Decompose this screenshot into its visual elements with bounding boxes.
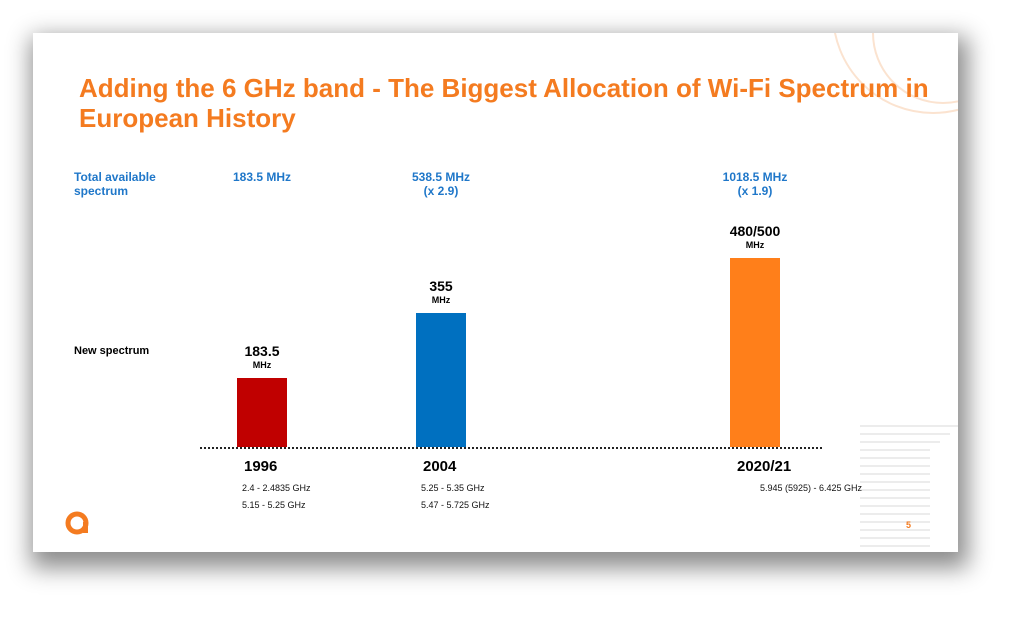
logo-icon	[65, 511, 89, 535]
total-spectrum-label: Total available spectrum	[74, 170, 156, 198]
value-unit: MHz	[745, 240, 765, 250]
value-unit: MHz	[431, 294, 451, 305]
stripe	[860, 497, 930, 499]
stripe	[860, 537, 930, 539]
stripe	[860, 489, 930, 491]
band-range: 5.945 (5925) - 6.425 GHz	[760, 483, 863, 493]
category-label: 1996	[244, 458, 278, 475]
page-number: 5	[906, 520, 912, 530]
stripe	[860, 449, 930, 451]
bar-value-label: 355 MHz	[381, 278, 501, 305]
total-multiplier: (x 2.9)	[423, 184, 459, 198]
value-number: 480/500	[729, 223, 781, 239]
new-spectrum-label: New spectrum	[74, 345, 150, 357]
value-number: 183.5	[244, 342, 280, 359]
band-range: 2.4 - 2.4835 GHz	[242, 483, 311, 493]
total-spectrum-value: 1018.5 MHz (x 1.9)	[675, 170, 835, 198]
stripe	[860, 545, 930, 547]
stripe	[860, 457, 930, 459]
baseline	[200, 447, 822, 449]
total-multiplier: (x 1.9)	[737, 184, 773, 198]
slide: Adding the 6 GHz band - The Biggest Allo…	[33, 33, 958, 552]
total-value: 538.5 MHz	[411, 170, 471, 184]
band-range: 5.47 - 5.725 GHz	[421, 500, 490, 510]
band-range: 5.25 - 5.35 GHz	[421, 483, 485, 493]
bar-2004	[416, 312, 466, 447]
bar-value-label: 183.5 MHz	[202, 343, 322, 370]
total-spectrum-value: 183.5 MHz	[182, 170, 342, 184]
stripe	[860, 481, 930, 483]
bar-value-label: 480/500 MHz	[695, 223, 815, 250]
stripe	[860, 513, 930, 515]
total-spectrum-value: 538.5 MHz (x 2.9)	[361, 170, 521, 198]
bar-2020/21	[730, 258, 780, 447]
total-value: 1018.5 MHz	[722, 170, 788, 184]
stripe	[860, 465, 930, 467]
stripe	[860, 505, 930, 507]
value-number: 355	[429, 277, 453, 294]
band-range: 5.15 - 5.25 GHz	[242, 500, 306, 510]
category-label: 2004	[423, 458, 457, 475]
category-label: 2020/21	[737, 458, 792, 475]
bar-1996	[237, 377, 287, 447]
slide-title: Adding the 6 GHz band - The Biggest Allo…	[79, 73, 929, 133]
stripe	[860, 521, 930, 523]
value-unit: MHz	[252, 359, 272, 370]
stripe	[860, 529, 930, 531]
stripe	[860, 433, 950, 435]
stripe	[860, 441, 940, 443]
stripe	[860, 473, 930, 475]
decorative-circles	[834, 33, 958, 114]
total-value: 183.5 MHz	[232, 170, 292, 184]
stripe	[860, 425, 958, 427]
